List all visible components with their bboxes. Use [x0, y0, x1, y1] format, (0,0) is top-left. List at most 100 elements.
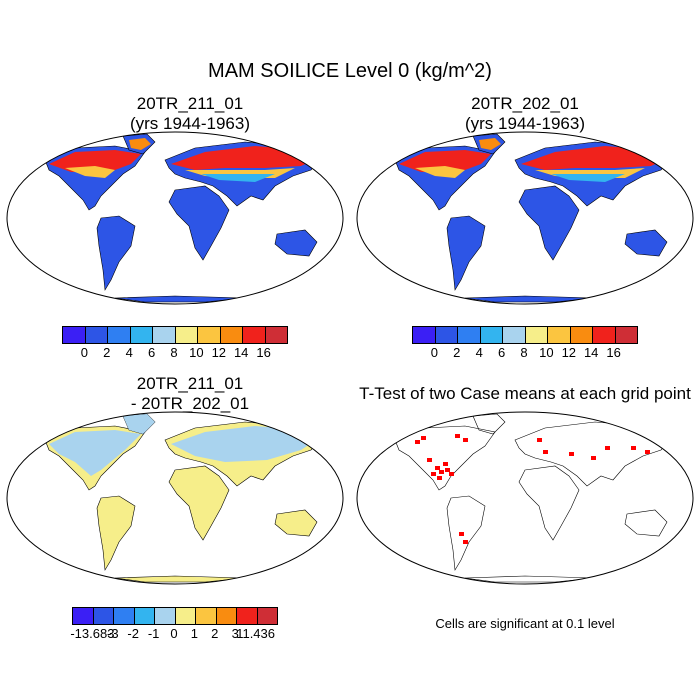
continent-australia: [624, 229, 668, 257]
colorbar-3-tick-label: 0: [170, 626, 178, 641]
colorbar-panel-3: [72, 607, 278, 625]
colorbar-panel-1: [62, 326, 288, 344]
soil-ice-patch: [415, 166, 465, 178]
map-panel-3: [6, 411, 344, 585]
map-panel-1: [6, 131, 344, 305]
continent-southAmerica: [96, 495, 136, 571]
map-border: [6, 411, 344, 585]
colorbar-1-swatch-6: [198, 327, 221, 343]
colorbar-3-tick-label: -1: [147, 626, 160, 641]
panel-2-title-line2: (yrs 1944-1963): [464, 114, 585, 133]
soil-ice-patch: [65, 166, 115, 178]
colorbar-1-tick-label: 8: [170, 345, 178, 360]
colorbar-1-swatch-0: [63, 327, 86, 343]
soil-ice-patch: [49, 150, 141, 172]
panel-3-title: 20TR_211_01 - 20TR_202_01: [40, 374, 340, 414]
colorbar-1-swatch-3: [130, 327, 153, 343]
colorbar-2-tick-label: 6: [497, 345, 506, 360]
significant-cell: [449, 472, 454, 476]
map-border: [356, 131, 694, 305]
soil-ice-patch: [399, 150, 491, 172]
colorbar-1-tick-label: 6: [147, 345, 156, 360]
significant-cell: [455, 434, 460, 438]
soil-ice-patch: [479, 138, 501, 150]
significant-cell: [605, 446, 610, 450]
colorbar-1-tick-label: 12: [211, 345, 227, 360]
colorbar-3-tick-label: -3: [107, 626, 119, 641]
continent-africa: [518, 465, 580, 541]
significant-cell: [459, 532, 464, 536]
colorbar-panel-2: [412, 326, 638, 344]
colorbar-2-tick-label: 8: [520, 345, 528, 360]
continent-southAmerica: [446, 495, 486, 571]
significant-cell: [631, 446, 636, 450]
significant-cell: [445, 468, 450, 472]
colorbar-1-swatch-8: [243, 327, 266, 343]
continent-africa: [518, 185, 580, 261]
panel-1-title: 20TR_211_01 (yrs 1944-1963): [40, 94, 340, 134]
colorbar-3-swatch-1: [93, 608, 114, 624]
panel-4-title: T-Test of two Case means at each grid po…: [345, 384, 700, 404]
significant-cell: [427, 458, 432, 462]
colorbar-1-swatch-4: [153, 327, 176, 343]
colorbar-1-swatch-5: [175, 327, 198, 343]
colorbar-1-tick-label: 4: [125, 345, 133, 360]
colorbar-3-tick-label: 1: [190, 626, 199, 641]
continent-australia: [274, 509, 318, 537]
colorbar-1-tick-label: 0: [80, 345, 89, 360]
map-border: [356, 411, 694, 585]
map-panel-4: [356, 411, 694, 585]
significant-cell: [415, 440, 420, 444]
soil-ice-patch: [129, 138, 151, 150]
colorbar-2-swatch-0: [413, 327, 436, 343]
continent-greenland: [472, 413, 506, 435]
colorbar-3-swatch-5: [175, 608, 196, 624]
significant-cell: [443, 462, 448, 466]
colorbar-1-tick-label: 14: [233, 345, 249, 360]
colorbar-3-swatch-4: [155, 608, 176, 624]
colorbar-2-tick-label: 10: [539, 345, 554, 360]
significant-cell: [463, 540, 468, 544]
significant-cell: [463, 438, 468, 442]
colorbar-3-tick-label: 2: [211, 626, 219, 641]
colorbar-2-tick-label: 0: [430, 345, 439, 360]
panel-1-title-line2: (yrs 1944-1963): [129, 114, 250, 133]
continent-africa: [168, 185, 230, 261]
significant-cell: [591, 456, 596, 460]
significant-cell: [569, 452, 574, 456]
difference-patch: [171, 426, 319, 462]
colorbar-2-swatch-3: [480, 327, 503, 343]
panel-3-title-line2: - 20TR_202_01: [130, 394, 250, 413]
colorbar-1-swatch-9: [265, 327, 287, 343]
soil-ice-patch: [201, 174, 275, 182]
map-border: [6, 131, 344, 305]
colorbar-2-tick-label: 2: [453, 345, 461, 360]
colorbar-3-swatch-2: [114, 608, 135, 624]
colorbar-1-tick-label: 2: [103, 345, 111, 360]
colorbar-2-swatch-1: [435, 327, 458, 343]
significant-cell: [437, 476, 442, 480]
colorbar-3-tick-label: 3: [231, 626, 239, 641]
difference-patch: [49, 430, 141, 476]
colorbar-3-swatch-9: [257, 608, 277, 624]
significance-note: Cells are significant at 0.1 level: [435, 616, 615, 631]
colorbar-2-swatch-4: [503, 327, 526, 343]
colorbar-1-tick-label: 16: [256, 345, 271, 360]
colorbar-3-swatch-8: [237, 608, 258, 624]
soil-ice-patch: [551, 174, 625, 182]
colorbar-2-swatch-2: [458, 327, 481, 343]
continent-southAmerica: [446, 215, 486, 291]
colorbar-1-swatch-2: [108, 327, 131, 343]
colorbar-3-swatch-7: [216, 608, 237, 624]
colorbar-3-tick-label: -2: [127, 626, 139, 641]
colorbar-2-tick-label: 14: [583, 345, 599, 360]
map-panel-2: [356, 131, 694, 305]
significant-cell: [421, 436, 426, 440]
panel-2-title: 20TR_202_01 (yrs 1944-1963): [375, 94, 675, 134]
colorbar-1-tick-label: 10: [189, 345, 204, 360]
difference-patch: [123, 414, 155, 434]
continent-australia: [274, 229, 318, 257]
significant-cell: [645, 450, 650, 454]
significant-cell: [543, 450, 548, 454]
significant-cell: [537, 438, 542, 442]
